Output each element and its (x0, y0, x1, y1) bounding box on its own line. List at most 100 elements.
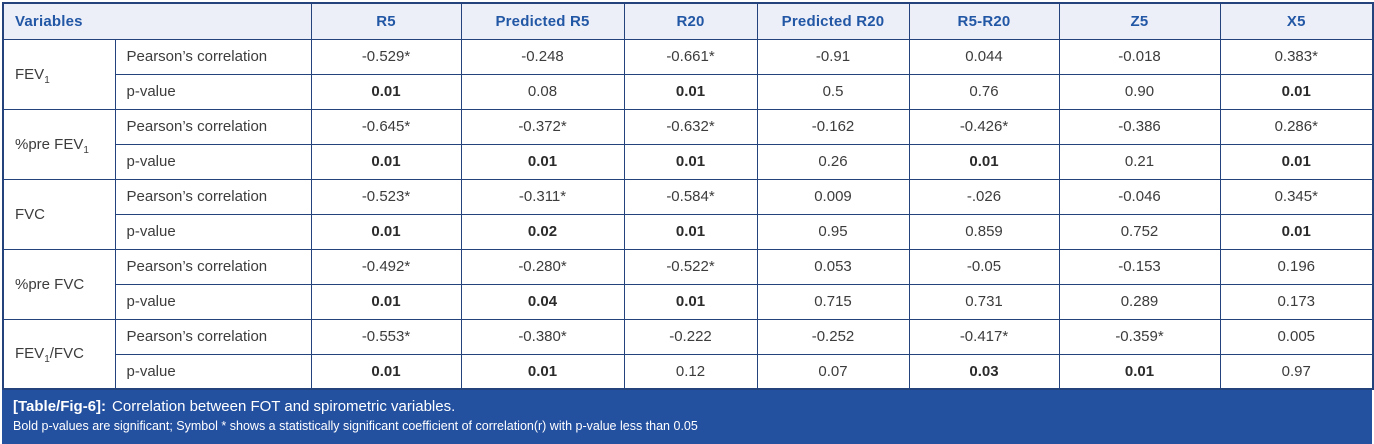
pvalue-cell: 0.26 (756, 143, 910, 180)
pvalue-cell: 0.97 (1219, 353, 1374, 390)
stat-label-pearson: Pearson’s correlation (114, 108, 312, 145)
pvalue-cell: 0.5 (756, 73, 910, 110)
stat-label-pearson: Pearson’s correlation (114, 38, 312, 75)
stat-label-pvalue: p-value (114, 353, 312, 390)
pearson-value-cell: 0.053 (756, 248, 910, 285)
pvalue-cell: 0.01 (310, 283, 462, 320)
pvalue-cell: 0.04 (460, 283, 625, 320)
pvalue-cell: 0.01 (623, 283, 758, 320)
table-row-pvalue: p-value 0.01 0.01 0.12 0.07 0.03 0.01 0.97 (3, 353, 1374, 390)
pearson-value-cell: -0.248 (460, 38, 625, 75)
caption-bar: [Table/Fig-6]: Correlation between FOT an… (2, 390, 1372, 444)
pearson-value-cell: -0.523* (310, 178, 462, 215)
pearson-value-cell: 0.044 (908, 38, 1060, 75)
pearson-value-cell: -0.91 (756, 38, 910, 75)
column-header-x5: X5 (1219, 2, 1374, 40)
pvalue-cell: 0.01 (908, 143, 1060, 180)
table-row-pearson: %pre FVC Pearson’s correlation -0.492* -0.2… (2, 248, 1374, 320)
pearson-value-cell: -0.046 (1058, 178, 1221, 215)
table-row-pvalue: p-value 0.01 0.01 0.01 0.26 0.01 0.21 0.01 (3, 143, 1374, 180)
pearson-value-cell: -0.311* (460, 178, 625, 215)
pvalue-cell: 0.08 (460, 73, 625, 110)
pearson-value-cell: 0.345* (1219, 178, 1374, 215)
pearson-value-cell: -0.553* (310, 318, 462, 355)
column-header-r20: R20 (623, 2, 758, 40)
stat-label-pearson: Pearson’s correlation (114, 178, 312, 215)
pvalue-cell: 0.173 (1219, 283, 1374, 320)
pvalue-cell: 0.01 (1058, 353, 1221, 390)
table-row-pvalue: p-value 0.01 0.02 0.01 0.95 0.859 0.752 0.01 (3, 213, 1374, 250)
table-row-pearson: FEV1/FVC Pearson’s correlation -0.553* -0.3… (2, 318, 1374, 390)
caption-note: Bold p-values are significant; Symbol * … (13, 419, 698, 434)
pvalue-cell: 0.289 (1058, 283, 1221, 320)
pearson-value-cell: -0.280* (460, 248, 625, 285)
column-header-r5-r20: R5-R20 (908, 2, 1060, 40)
pearson-value-cell: 0.383* (1219, 38, 1374, 75)
caption-line: [Table/Fig-6]: Correlation between FOT an… (13, 397, 1361, 417)
pvalue-cell: 0.01 (1219, 213, 1374, 250)
variable-cell: FEV1 (2, 38, 116, 110)
pearson-value-cell: -0.522* (623, 248, 758, 285)
column-header-variables: Variables (2, 2, 312, 40)
pearson-value-cell: -.026 (908, 178, 1060, 215)
column-header-r5: R5 (310, 2, 462, 40)
correlation-table: Variables R5 Predicted R5 R20 Predicted R20 R… (2, 2, 1374, 390)
pvalue-cell: 0.01 (310, 73, 462, 110)
pearson-value-cell: 0.005 (1219, 318, 1374, 355)
column-header-predicted-r5: Predicted R5 (460, 2, 625, 40)
pearson-value-cell: -0.018 (1058, 38, 1221, 75)
table-row-pearson: %pre FEV1 Pearson’s correlation -0.645* -0.… (2, 108, 1374, 180)
pvalue-cell: 0.07 (756, 353, 910, 390)
pvalue-cell: 0.95 (756, 213, 910, 250)
pvalue-cell: 0.752 (1058, 213, 1221, 250)
column-header-predicted-r20: Predicted R20 (756, 2, 910, 40)
table-row-pvalue: p-value 0.01 0.08 0.01 0.5 0.76 0.90 0.01 (3, 73, 1374, 110)
pearson-value-cell: -0.645* (310, 108, 462, 145)
pearson-value-cell: -0.380* (460, 318, 625, 355)
pearson-value-cell: -0.632* (623, 108, 758, 145)
pearson-value-cell: -0.162 (756, 108, 910, 145)
pvalue-cell: 0.76 (908, 73, 1060, 110)
pearson-value-cell: -0.222 (623, 318, 758, 355)
pvalue-cell: 0.21 (1058, 143, 1221, 180)
pvalue-cell: 0.12 (623, 353, 758, 390)
pvalue-cell: 0.90 (1058, 73, 1221, 110)
pearson-value-cell: -0.359* (1058, 318, 1221, 355)
variable-cell: %pre FVC (2, 248, 116, 320)
pvalue-cell: 0.01 (1219, 73, 1374, 110)
pearson-value-cell: -0.417* (908, 318, 1060, 355)
pvalue-cell: 0.01 (460, 143, 625, 180)
pvalue-cell: 0.01 (623, 213, 758, 250)
pearson-value-cell: -0.661* (623, 38, 758, 75)
header-row: Variables R5 Predicted R5 R20 Predicted R20 R… (2, 2, 1374, 40)
pearson-value-cell: -0.584* (623, 178, 758, 215)
stat-label-pearson: Pearson’s correlation (114, 248, 312, 285)
stat-label-pvalue: p-value (114, 283, 312, 320)
caption-label: [Table/Fig-6]: (13, 398, 107, 415)
stat-label-pearson: Pearson’s correlation (114, 318, 312, 355)
stat-label-pvalue: p-value (114, 213, 312, 250)
pearson-value-cell: -0.426* (908, 108, 1060, 145)
pearson-value-cell: -0.05 (908, 248, 1060, 285)
pearson-value-cell: -0.153 (1058, 248, 1221, 285)
pvalue-cell: 0.01 (460, 353, 625, 390)
pearson-value-cell: 0.286* (1219, 108, 1374, 145)
variable-cell: %pre FEV1 (2, 108, 116, 180)
pvalue-cell: 0.01 (310, 353, 462, 390)
pearson-value-cell: -0.529* (310, 38, 462, 75)
variable-cell: FVC (2, 178, 116, 250)
pvalue-cell: 0.02 (460, 213, 625, 250)
pvalue-cell: 0.01 (310, 213, 462, 250)
pvalue-cell: 0.715 (756, 283, 910, 320)
column-header-z5: Z5 (1058, 2, 1221, 40)
variable-cell: FEV1/FVC (2, 318, 116, 390)
table-row-pvalue: p-value 0.01 0.04 0.01 0.715 0.731 0.289 0.173 (3, 283, 1374, 320)
pvalue-cell: 0.731 (908, 283, 1060, 320)
table-row-pearson: FEV1 Pearson’s correlation -0.529* -0.248 -0… (2, 38, 1374, 110)
pearson-value-cell: -0.252 (756, 318, 910, 355)
pearson-value-cell: 0.196 (1219, 248, 1374, 285)
pvalue-cell: 0.859 (908, 213, 1060, 250)
pearson-value-cell: -0.492* (310, 248, 462, 285)
table-row-pearson: FVC Pearson’s correlation -0.523* -0.311* -0… (2, 178, 1374, 250)
